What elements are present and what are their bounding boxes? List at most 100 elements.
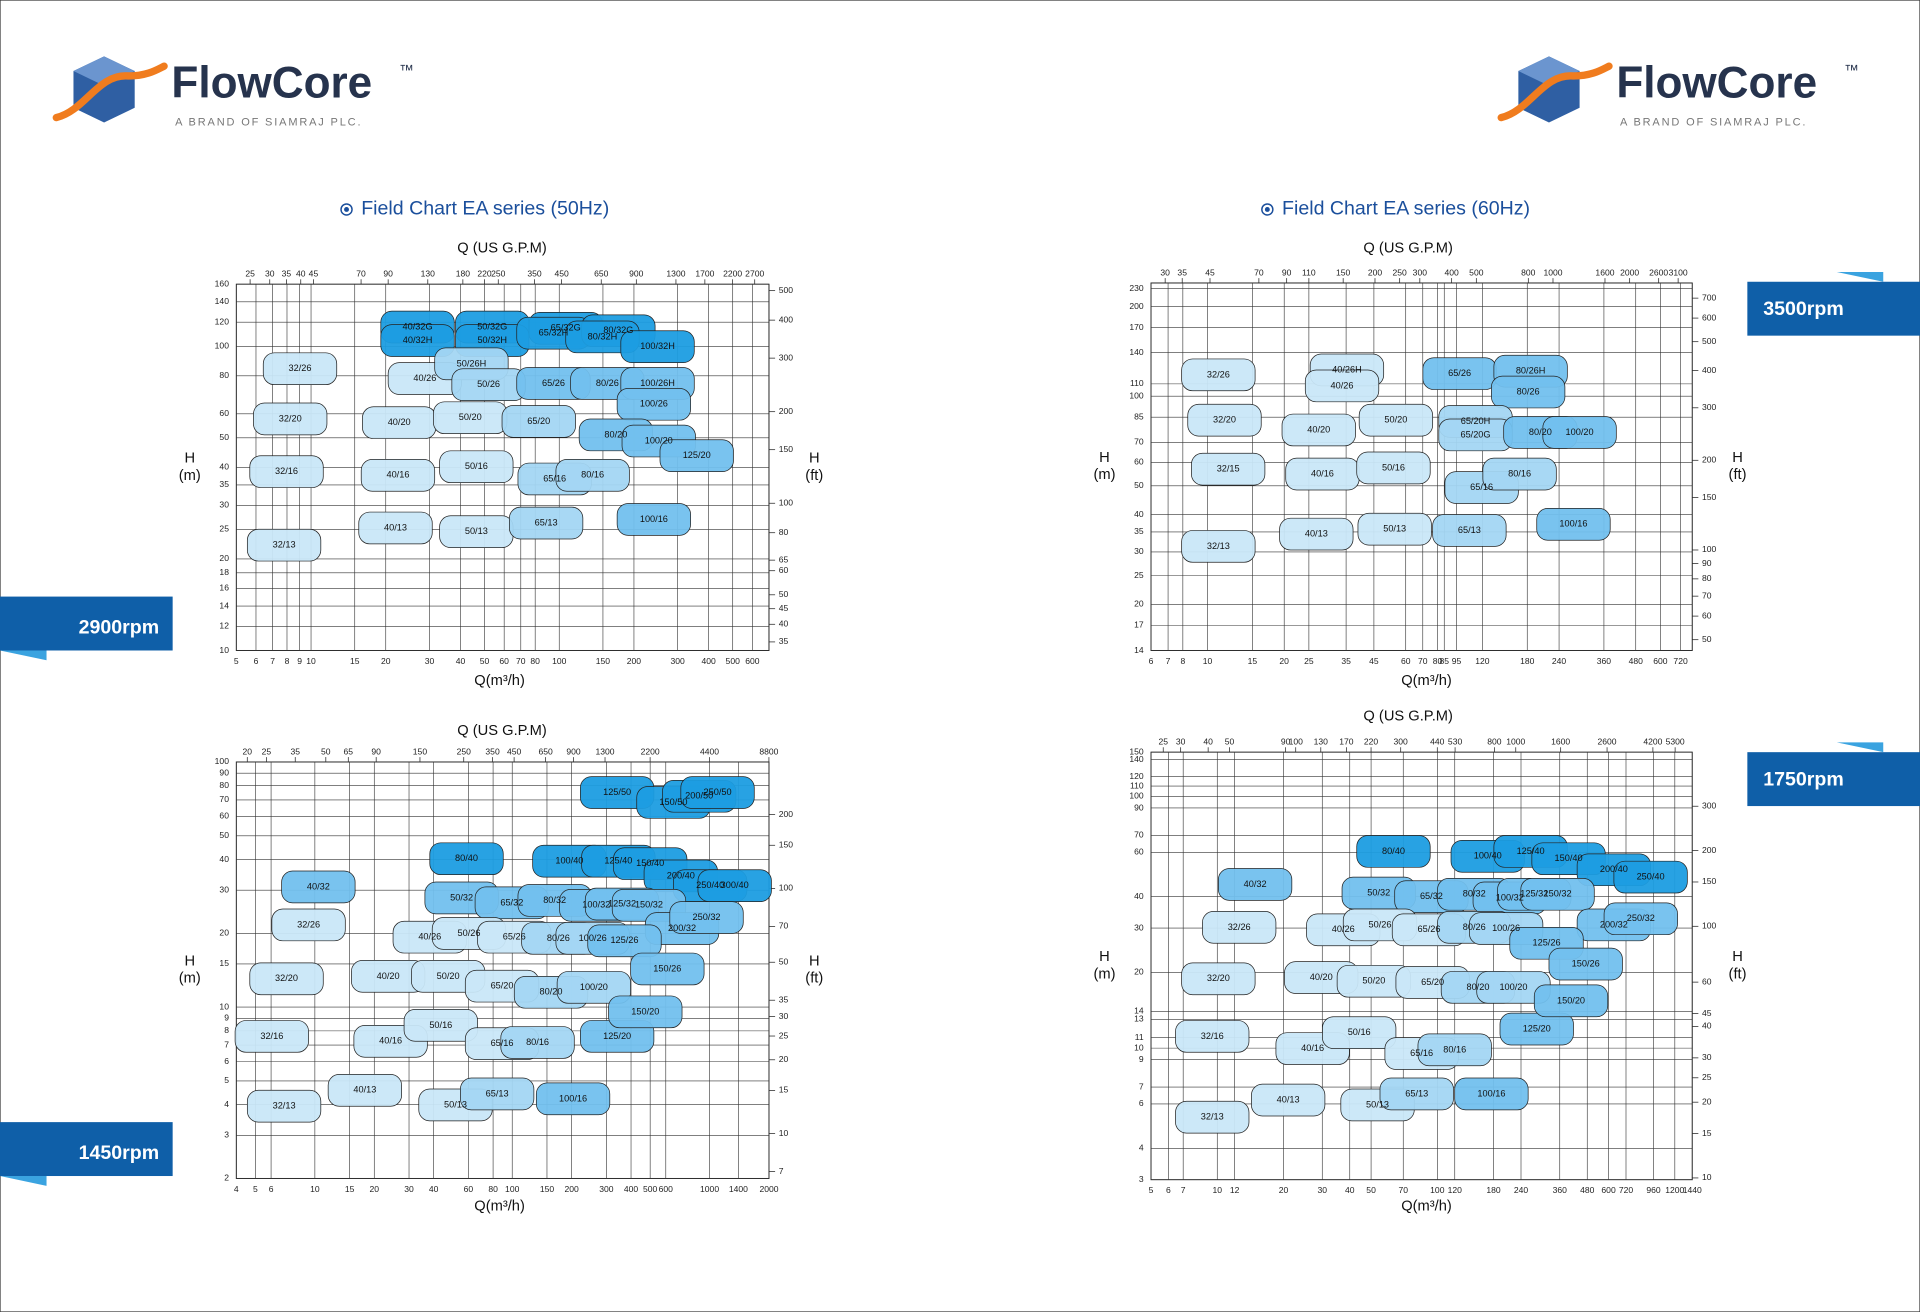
x-tick-label: 20	[370, 1184, 380, 1194]
x-tick-label: 25	[1304, 656, 1314, 666]
top-tick-label: 45	[309, 269, 319, 279]
pump-region	[1356, 451, 1431, 485]
pump-region	[587, 924, 662, 958]
region-label: 80/32	[543, 895, 566, 905]
y2-tick-label: 500	[1702, 336, 1717, 346]
x-tick-label: 60	[499, 656, 509, 666]
y2-tick-label: 45	[779, 603, 789, 613]
y2-tick-label: 200	[779, 406, 794, 416]
region-label: 40/32	[307, 881, 330, 891]
x-tick-label: 5	[234, 656, 239, 666]
y2-tick-label: 15	[1702, 1128, 1712, 1138]
y2-tick-label: 50	[779, 589, 789, 599]
region-label: 100/26H	[640, 378, 675, 388]
region-label: 40/13	[353, 1085, 376, 1095]
region-label: 100/26	[1492, 923, 1520, 933]
y2-tick-label: 70	[779, 921, 789, 931]
y-tick-label: 50	[219, 432, 229, 442]
y2-axis-label: H	[1732, 949, 1743, 965]
y2-axis-label: H	[809, 451, 820, 467]
y-tick-label: 10	[1134, 1042, 1144, 1052]
region-label: 40/32G	[403, 322, 433, 332]
region-label: 150/20	[1557, 995, 1585, 1005]
region-label: 65/26	[1448, 368, 1471, 378]
y2-axis-unit: (ft)	[805, 468, 823, 484]
x-tick-label: 80	[488, 1184, 498, 1194]
top-tick-label: 150	[1336, 267, 1351, 277]
y-axis-unit: (m)	[1093, 966, 1115, 982]
top-tick-label: 40	[1203, 737, 1213, 747]
x-tick-label: 6	[1166, 1185, 1171, 1195]
y-axis-unit: (m)	[179, 971, 201, 987]
pump-region	[439, 450, 514, 484]
x-tick-label: 300	[599, 1184, 614, 1194]
x-tick-label: 40	[1345, 1185, 1355, 1195]
region-label: 125/20	[603, 1031, 631, 1041]
region-label: 50/16	[429, 1020, 452, 1030]
pump-region	[327, 1073, 402, 1107]
region-label: 40/16	[386, 470, 409, 480]
region-label: 150/50	[659, 797, 687, 807]
y2-tick-label: 40	[1702, 1021, 1712, 1031]
region-label: 100/26	[579, 933, 607, 943]
region-label: 40/26	[418, 932, 441, 942]
region-label: 40/16	[379, 1036, 402, 1046]
x-tick-label: 400	[702, 656, 717, 666]
top-tick-label: 35	[290, 746, 300, 756]
region-label: 65/26	[503, 932, 526, 942]
pump-region	[1533, 984, 1609, 1018]
y-tick-label: 140	[215, 296, 230, 306]
y-tick-label: 11	[1135, 1032, 1144, 1042]
top-tick-label: 50	[321, 746, 331, 756]
x-tick-label: 9	[297, 656, 302, 666]
y2-tick-label: 10	[1702, 1172, 1712, 1182]
region-label: 32/20	[275, 973, 298, 983]
y2-tick-label: 7	[779, 1166, 784, 1176]
pump-region	[1520, 877, 1595, 911]
top-tick-label: 40	[296, 269, 306, 279]
brand: FlowCore	[1616, 58, 1817, 107]
top-tick-label: 30	[1176, 737, 1186, 747]
y2-tick-label: 20	[1702, 1096, 1712, 1106]
x-tick-label: 480	[1629, 656, 1644, 666]
top-tick-label: 1600	[1551, 737, 1570, 747]
region-label: 40/13	[1277, 1094, 1300, 1104]
top-tick-label: 200	[1368, 267, 1383, 277]
x-tick-label: 100	[1430, 1185, 1445, 1195]
pump-region	[1175, 1100, 1250, 1134]
y-tick-label: 50	[219, 830, 229, 840]
y-tick-label: 120	[215, 316, 230, 326]
top-tick-label: 650	[594, 269, 609, 279]
logo-swoosh	[52, 62, 168, 122]
region-label: 50/20	[1384, 415, 1407, 425]
x-tick-label: 360	[1553, 1185, 1568, 1195]
region-label: 125/50	[603, 787, 631, 797]
y2-tick-label: 30	[1702, 1052, 1712, 1062]
pump-region	[1304, 369, 1380, 403]
y2-axis-label: H	[809, 954, 820, 970]
x-tick-label: 80	[530, 656, 540, 666]
top-tick-label: 90	[383, 269, 393, 279]
region-label: 100/16	[1477, 1088, 1505, 1098]
x-tick-label: 180	[1520, 656, 1535, 666]
top-tick-label: 3100	[1669, 267, 1688, 277]
rpm-tab	[0, 596, 173, 651]
x-tick-label: 60	[464, 1184, 474, 1194]
x-tick-label: 50	[480, 656, 490, 666]
pump-region	[1357, 512, 1432, 546]
pump-region	[535, 1082, 611, 1116]
pump-region	[249, 455, 324, 488]
x-tick-label: 7	[1166, 656, 1171, 666]
y-tick-label: 6	[224, 1056, 229, 1066]
field-chart: 1450rpm 4 5 6 10 15 20 30 40 60 80 100 150 200 300 400 5…	[0, 723, 823, 1215]
x-tick-label: 10	[310, 1184, 320, 1194]
trademark: ™	[399, 63, 414, 79]
pump-region	[1379, 1077, 1454, 1111]
y-tick-label: 35	[219, 479, 229, 489]
pump-region	[1281, 413, 1356, 447]
region-label: 32/26	[1207, 369, 1230, 379]
top-tick-label: 90	[371, 746, 381, 756]
top-tick-label: 110	[1302, 267, 1316, 277]
pump-region	[249, 962, 324, 996]
